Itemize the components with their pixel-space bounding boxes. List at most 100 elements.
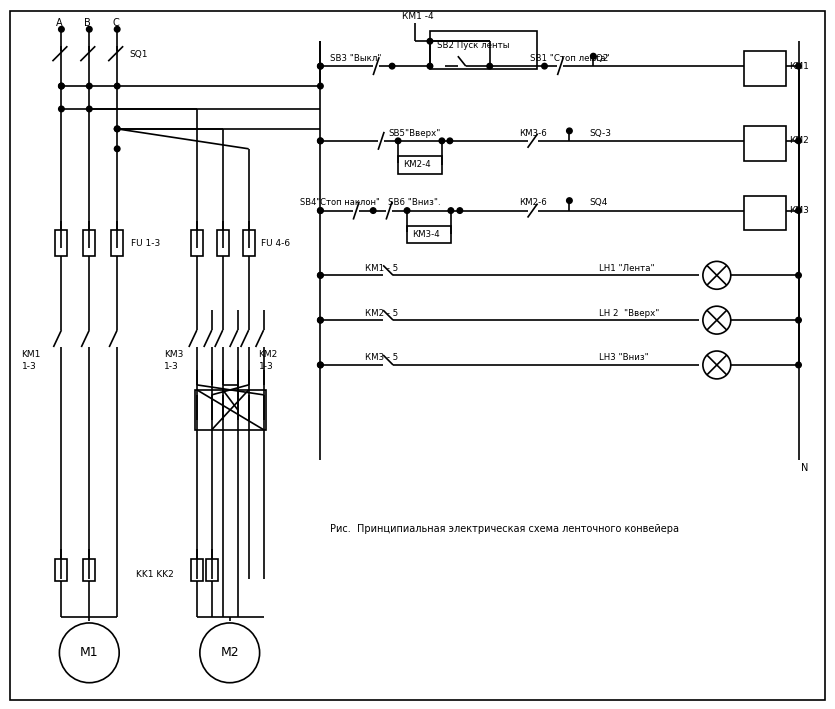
Text: SQ2: SQ2 [590, 54, 609, 62]
Text: N: N [802, 462, 809, 473]
Bar [55, 230, 68, 257]
Text: Рис.  Принципиальная электрическая схема ленточного конвейера: Рис. Принципиальная электрическая схема … [331, 525, 680, 535]
Text: SB4"Стоп наклон": SB4"Стоп наклон" [301, 198, 380, 207]
Circle shape [389, 63, 395, 69]
Text: SB3 "Выкл": SB3 "Выкл" [331, 54, 382, 62]
Text: A: A [57, 18, 63, 28]
Circle shape [317, 138, 323, 144]
Text: B: B [84, 18, 91, 28]
Bar [744, 196, 786, 230]
Text: KM3: KM3 [164, 350, 184, 359]
Circle shape [567, 198, 572, 203]
Circle shape [395, 138, 401, 144]
Text: M1: M1 [80, 647, 99, 659]
Circle shape [796, 208, 802, 213]
Text: КМ3-6: КМ3-6 [519, 129, 548, 138]
Circle shape [796, 362, 802, 368]
Text: FU 4-6: FU 4-6 [261, 239, 290, 248]
Circle shape [317, 63, 323, 69]
Text: 1-3: 1-3 [259, 362, 273, 372]
Circle shape [428, 63, 433, 69]
Text: SB6 "Вниз".: SB6 "Вниз". [388, 198, 441, 207]
Bar [407, 225, 451, 243]
Text: KM1: KM1 [22, 350, 41, 359]
Text: SB2 Пуск ленты: SB2 Пуск ленты [437, 40, 509, 50]
Circle shape [542, 63, 547, 69]
Text: КМ3-4: КМ3-4 [412, 230, 440, 239]
Bar [191, 559, 203, 581]
Circle shape [796, 272, 802, 278]
Circle shape [796, 138, 802, 144]
Text: 1-3: 1-3 [164, 362, 179, 372]
Circle shape [87, 26, 92, 32]
Bar [191, 230, 203, 257]
Circle shape [317, 208, 323, 213]
Circle shape [58, 83, 64, 89]
Circle shape [58, 26, 64, 32]
Text: KK1 KK2: KK1 KK2 [136, 569, 174, 579]
Circle shape [404, 208, 410, 213]
Text: 1-3: 1-3 [22, 362, 36, 372]
Circle shape [114, 146, 120, 152]
Circle shape [317, 63, 323, 69]
Circle shape [317, 272, 323, 278]
Circle shape [317, 272, 323, 278]
Circle shape [317, 83, 323, 89]
Text: KM2: KM2 [259, 350, 278, 359]
Bar [744, 51, 786, 86]
Text: LH3 "Вниз": LH3 "Вниз" [600, 354, 649, 362]
Text: КМ1 -4: КМ1 -4 [402, 12, 433, 21]
Circle shape [371, 208, 376, 213]
Text: SQ-3: SQ-3 [590, 129, 611, 138]
Circle shape [448, 208, 453, 213]
Text: SQ4: SQ4 [590, 198, 608, 207]
Circle shape [58, 106, 64, 112]
Bar [430, 31, 537, 69]
Bar [84, 230, 95, 257]
Bar [398, 156, 442, 174]
Bar [744, 126, 786, 161]
Circle shape [796, 318, 802, 323]
Text: КМ2-6: КМ2-6 [519, 198, 548, 207]
Bar [243, 230, 255, 257]
Circle shape [439, 138, 445, 144]
Bar [55, 559, 68, 581]
Circle shape [796, 63, 802, 69]
Bar [84, 559, 95, 581]
Circle shape [317, 318, 323, 323]
Circle shape [487, 63, 493, 69]
Bar [111, 230, 123, 257]
Text: LH1 "Лента": LH1 "Лента" [600, 264, 655, 273]
Circle shape [447, 138, 453, 144]
Circle shape [58, 83, 64, 89]
Circle shape [317, 362, 323, 368]
Circle shape [590, 53, 596, 59]
Text: C: C [112, 18, 119, 28]
Circle shape [457, 208, 463, 213]
Text: SB1 "Стоп лента": SB1 "Стоп лента" [529, 54, 610, 62]
Bar [206, 559, 218, 581]
Circle shape [59, 623, 119, 683]
Text: КМ2-4: КМ2-4 [403, 160, 431, 169]
Circle shape [567, 128, 572, 134]
Bar [217, 230, 229, 257]
Circle shape [87, 83, 92, 89]
Circle shape [114, 126, 120, 132]
Text: КМ2 - 5: КМ2 - 5 [365, 308, 398, 318]
Text: LH 2  "Вверх": LH 2 "Вверх" [600, 308, 660, 318]
Text: КМ1: КМ1 [790, 62, 809, 71]
Text: FU 1-3: FU 1-3 [131, 239, 160, 248]
Circle shape [114, 126, 120, 132]
Circle shape [703, 351, 731, 379]
Circle shape [703, 262, 731, 289]
Text: КМ3 - 5: КМ3 - 5 [365, 354, 398, 362]
Text: КМ3: КМ3 [790, 206, 809, 215]
Text: SQ1: SQ1 [129, 50, 148, 59]
Text: M2: M2 [220, 647, 239, 659]
Circle shape [317, 138, 323, 144]
Circle shape [114, 26, 120, 32]
Circle shape [114, 83, 120, 89]
Bar [195, 390, 266, 430]
Text: КМ1 - 5: КМ1 - 5 [365, 264, 398, 273]
Text: SB5"Вверх": SB5"Вверх" [388, 129, 441, 138]
